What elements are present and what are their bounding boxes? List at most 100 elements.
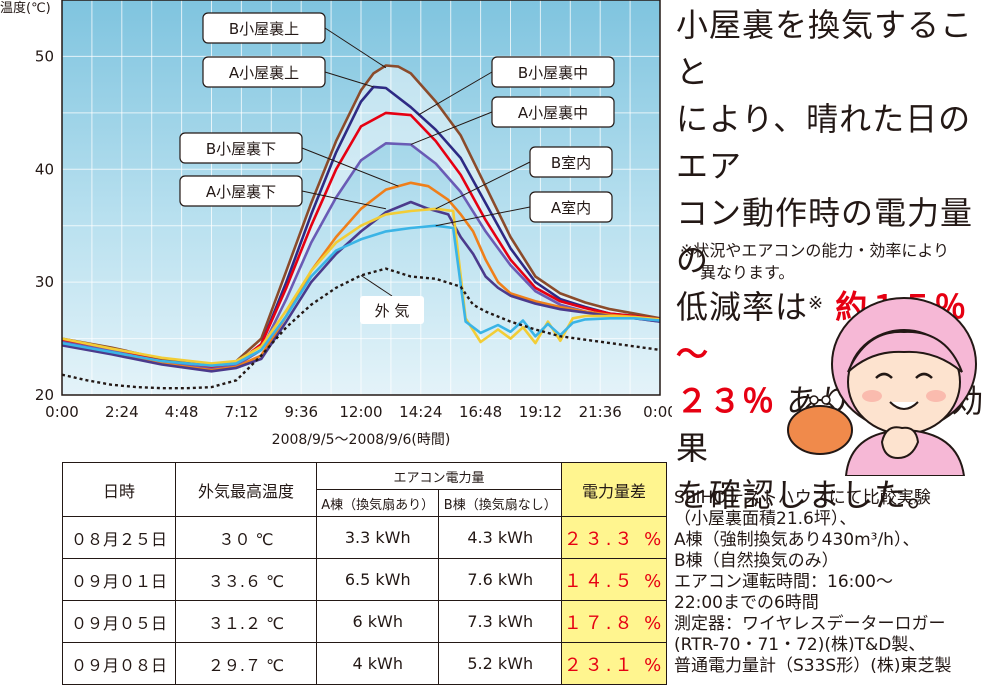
bangs <box>847 330 963 373</box>
leader-line <box>418 71 493 116</box>
headline-highlight: ２３％ <box>676 382 776 420</box>
plot-border <box>61 0 661 396</box>
header-a-building: A棟（換気扇あり） <box>315 489 440 517</box>
table-header-row: 日時 外気最高温度 エアコン電力量 電力量差 <box>62 462 667 517</box>
x-axis-label: 2008/9/5～2008/9/6(時間) <box>272 432 451 448</box>
series-label: B小屋裏上 <box>229 20 299 38</box>
cell-diff: ２３.１ % <box>561 642 667 685</box>
purse-clasp <box>805 399 835 409</box>
grandmother-illustration <box>787 297 977 476</box>
power-comparison-table: 日時 外気最高温度 エアコン電力量 電力量差 A棟（換気扇あり） B棟（換気扇な… <box>62 462 667 685</box>
cell-a: 4 kWh <box>315 642 440 685</box>
y-tick-label: 20 <box>35 386 54 404</box>
cell-b: 4.3 kWh <box>438 516 562 559</box>
leader-line <box>360 274 393 297</box>
experiment-info: SEIHOテストハウスにて比較実験 （小屋裏面積21.6坪）、 A棟（強制換気あ… <box>674 488 1000 677</box>
series-label: A室内 <box>551 199 591 217</box>
footnote: ※状況やエアコンの能力・効率により 異なります。 <box>680 240 998 284</box>
cell-a: 6.5 kWh <box>315 558 440 601</box>
table-row: ０９月０８日 ２９.７ ℃ 4 kWh 5.2 kWh ２３.１ % <box>62 642 667 685</box>
footnote-line: 異なります。 <box>700 263 795 282</box>
x-tick-label: 9:36 <box>284 403 318 421</box>
cell-date: ０９月０５日 <box>62 600 176 643</box>
footnote-mark: ※ <box>808 293 825 314</box>
x-tick-label: 21:36 <box>579 403 622 421</box>
series-label-box <box>179 175 303 207</box>
series-label-box <box>179 132 303 164</box>
series-label-box <box>491 56 615 88</box>
series-label-box <box>529 191 613 223</box>
series-label-box <box>202 12 326 44</box>
leader-line <box>324 27 387 69</box>
header-diff: 電力量差 <box>561 462 667 517</box>
mouth <box>889 401 919 410</box>
x-tick-label: 14:24 <box>399 403 442 421</box>
cell-diff: １７.８ % <box>561 600 667 643</box>
coin-purse-icon <box>787 405 853 455</box>
leader-line <box>435 161 531 210</box>
hands <box>880 426 920 460</box>
header-ac-power: エアコン電力量 <box>316 462 562 490</box>
table-row: ０９月０１日 ３３.６ ℃ 6.5 kWh 7.6 kWh １４.５ % <box>62 558 667 601</box>
cell-b: 7.6 kWh <box>438 558 562 601</box>
leader-line <box>301 190 387 210</box>
x-axis: 0:00 2:24 4:48 7:12 9:36 12:00 14:24 16:48 19:12… <box>45 403 672 421</box>
cell-date: ０８月２５日 <box>62 516 176 559</box>
series-label: A小屋裏上 <box>229 64 299 82</box>
cell-diff: １４.５ % <box>561 558 667 601</box>
info-line: 普通電力量計（S33S形）(株)東芝製 <box>674 656 952 676</box>
cell-b: 5.2 kWh <box>438 642 562 685</box>
footnote-line: ※状況やエアコンの能力・効率により <box>680 241 950 260</box>
headline-line-1: 小屋裏を換気すること <box>676 6 974 91</box>
series-label: A小屋裏中 <box>518 104 588 122</box>
y-axis-label: 温度(℃) <box>0 0 51 16</box>
purse-knob <box>809 395 819 405</box>
info-line: 22:00までの6時間 <box>674 593 819 613</box>
series-label: B小屋裏下 <box>206 140 276 158</box>
headline-line-2: により、晴れた日のエア <box>676 100 972 185</box>
cell-b: 7.3 kWh <box>438 600 562 643</box>
x-tick-label: 4:48 <box>165 403 199 421</box>
cell-temp: ３３.６ ℃ <box>175 558 317 601</box>
x-tick-label: 7:12 <box>225 403 259 421</box>
y-tick-label: 50 <box>35 47 54 65</box>
table-row: ０９月０５日 ３１.２ ℃ 6 kWh 7.3 kWh １７.８ % <box>62 600 667 643</box>
series-label: 外 気 <box>375 302 410 320</box>
series-label: A小屋裏下 <box>206 183 276 201</box>
series-label-box <box>529 146 613 178</box>
series-line <box>61 267 661 390</box>
cell-a: 6 kWh <box>315 600 440 643</box>
headline-line-3: コン動作時の電力量の <box>676 194 974 279</box>
temperature-chart: 20 30 40 50 0:00 2:24 4:48 7:12 9:36 12:00 14:24 1… <box>0 0 672 448</box>
info-line: SEIHOテストハウスにて比較実験 <box>674 488 931 508</box>
cell-a: 3.3 kWh <box>315 516 440 559</box>
info-line: B棟（自然換気のみ） <box>674 551 839 571</box>
eye-left <box>875 372 893 379</box>
cell-diff: ２３.３ % <box>561 516 667 559</box>
x-tick-label: 0:00 <box>643 403 672 421</box>
leader-line <box>324 71 374 88</box>
cell-date: ０９月０１日 <box>62 558 176 601</box>
cell-temp: ３１.２ ℃ <box>175 600 317 643</box>
leader-line <box>410 111 493 145</box>
info-line: (RTR-70・71・72)(株)T&D製、 <box>674 635 926 655</box>
headline-text: 低減率は <box>676 288 809 326</box>
header-b-building: B棟（換気扇なし） <box>438 489 562 517</box>
series-label-box <box>491 96 615 128</box>
x-tick-label: 12:00 <box>339 403 382 421</box>
series-label: B小屋裏中 <box>518 64 588 82</box>
purse-knob <box>821 395 831 405</box>
y-tick-label: 40 <box>35 160 54 178</box>
cheek-right <box>926 390 946 402</box>
cell-date: ０９月０８日 <box>62 642 176 685</box>
leader-line <box>435 206 531 227</box>
x-tick-label: 16:48 <box>459 403 502 421</box>
series-line <box>61 224 661 367</box>
cell-temp: ３０ ℃ <box>175 516 317 559</box>
x-tick-label: 19:12 <box>519 403 562 421</box>
x-tick-label: 0:00 <box>45 403 79 421</box>
cheek-left <box>862 390 882 402</box>
info-line: 測定器：ワイヤレスデーターロガー <box>674 614 946 634</box>
info-line: エアコン運転時間：16:00～ <box>674 572 893 592</box>
